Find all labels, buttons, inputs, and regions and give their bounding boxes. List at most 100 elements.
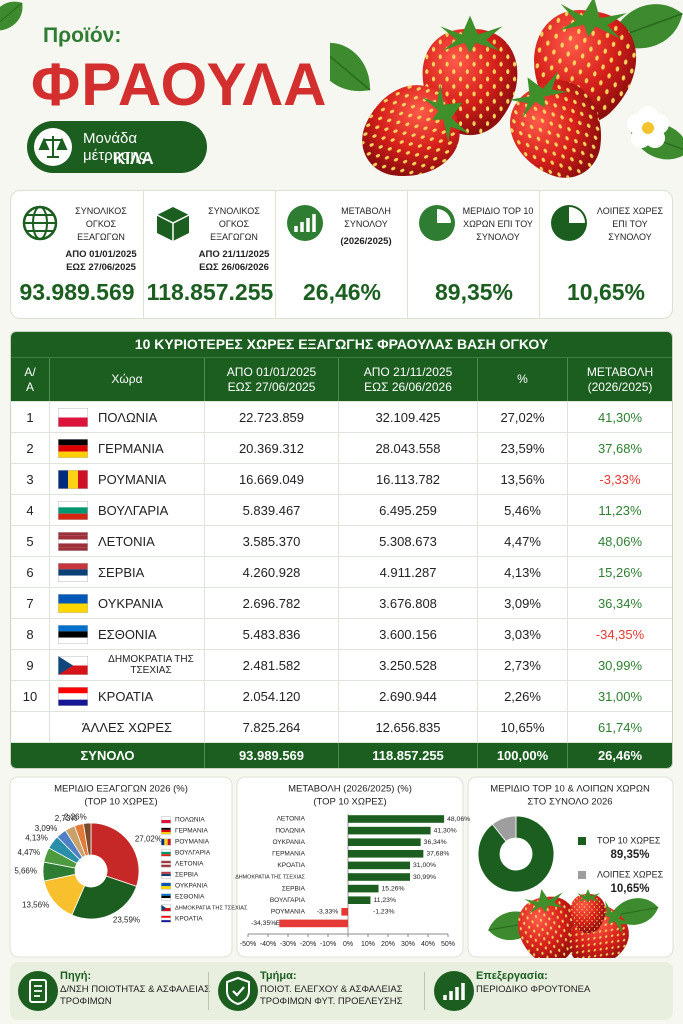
- flag-part: [58, 699, 88, 706]
- country-cell: ΕΣΘΟΝΙΑ: [49, 619, 204, 649]
- flag-part: [161, 864, 171, 867]
- icon-part: [569, 207, 585, 223]
- table-cell: 16.669.049: [204, 464, 338, 494]
- annotation: -1,23%: [373, 909, 395, 916]
- icon-part: [24, 214, 56, 232]
- flag-part: [58, 593, 88, 603]
- legend-value: 89,35%: [610, 849, 649, 861]
- unit-label: Μονάδα μέτρησης:: [83, 130, 151, 164]
- table-cell: 1: [26, 409, 34, 425]
- bar: [348, 838, 421, 846]
- product-title: ΦΡΑΟΥΛΑ: [31, 51, 328, 118]
- table-cell: 5,46%: [477, 495, 567, 525]
- flag-icon: [58, 562, 88, 582]
- table-cell: ΆΛΛΕΣ ΧΩΡΕΣ: [49, 712, 204, 742]
- flag-part: [78, 469, 88, 489]
- hero-image: [330, 0, 683, 188]
- flag-part: [58, 542, 88, 547]
- table-cell: 16.113.782: [338, 464, 477, 494]
- table-cell: 2.690.944: [338, 681, 477, 711]
- flag-part: [161, 908, 171, 912]
- legend-label: ΔΗΜΟΚΡΑΤΙΑ ΤΗΣ ΤΣΕΧΙΑΣ: [175, 905, 248, 911]
- kpi-text: ΛΟΙΠΕΣ ΧΩΡΕΣ ΕΠΙ ΤΟΥ ΣΥΝΟΛΟΥ: [590, 205, 670, 248]
- table-cell: 9: [26, 657, 34, 673]
- data-label: 11,23%: [373, 897, 396, 904]
- flag-icon: [58, 531, 88, 551]
- flag-part: [161, 854, 171, 857]
- flag-icon: [58, 438, 88, 458]
- category-label: ΛΕΤΟΝΙΑ: [277, 816, 306, 823]
- flag-part: [58, 407, 88, 417]
- table-cell: -34,35%: [567, 619, 672, 649]
- total-cell: 93.989.569: [204, 743, 338, 768]
- icon-part: [294, 214, 316, 232]
- kpi-card: ΣΥΝΟΛΙΚΟΣ ΟΓΚΟΣ ΕΞΑΓΩΓΩΝ ΑΠΟ 01/01/2025 ΕΩ…: [11, 191, 143, 318]
- table-cell: 11,23%: [567, 495, 672, 525]
- flag-part: [58, 655, 73, 675]
- table-cell: 15,26%: [567, 557, 672, 587]
- flag-part: [58, 500, 88, 507]
- kpi-text: ΣΥΝΟΛΙΚΟΣ ΟΓΚΟΣ ΕΞΑΓΩΓΩΝ ΑΠΟ 21/11/2025 ΕΩ…: [194, 205, 274, 274]
- flag-part: [68, 469, 78, 489]
- footer-icon: [434, 971, 474, 1011]
- flag-border: [58, 469, 88, 489]
- flag-part: [58, 692, 88, 700]
- flag-part: [58, 444, 88, 452]
- kpi-value: 10,65%: [566, 279, 645, 305]
- data-label: 2,26%: [64, 812, 87, 821]
- flag-border: [58, 438, 88, 458]
- table-cell: 4: [26, 502, 34, 518]
- flag-border: [58, 500, 88, 520]
- table-cell: 6.495.259: [338, 495, 477, 525]
- column-header: Χώρα: [49, 358, 204, 401]
- icon-part: [156, 214, 190, 241]
- bar: [348, 815, 445, 823]
- flag-icon: [161, 893, 171, 901]
- flag-part: [58, 531, 88, 536]
- country-name: ΕΣΘΟΝΙΑ: [98, 626, 157, 642]
- data-label: 36,34%: [424, 839, 447, 846]
- flag-icon: [161, 882, 171, 890]
- table-row: 1 ΠΟΛΩΝΙΑ 22.723.859 32.109.425 27,02% 41,30%: [11, 401, 672, 432]
- category-label: ΣΕΡΒΙΑ: [282, 885, 306, 892]
- kpi-icon: [287, 205, 323, 241]
- legend-label: ΒΟΥΛΓΑΡΙΑ: [175, 850, 211, 857]
- x-tick-label: -30%: [280, 941, 296, 948]
- chart-text: ΣΤΟ ΣΥΝΟΛΟ 2026: [527, 797, 612, 808]
- legend-label: ΣΕΡΒΙΑ: [175, 872, 199, 879]
- flag-icon: [161, 904, 171, 912]
- icon-part: [437, 209, 451, 223]
- flag-part: [161, 832, 171, 835]
- flag-icon: [161, 860, 171, 868]
- footer-block: Τμήμα: ΠΟΙΟΤ. ΕΛΕΓΧΟΥ & ΑΣΦΑΛΕΙΑΣ ΤΡΟΦΙΜΩ…: [208, 962, 424, 1020]
- legend-label: ΓΕΡΜΑΝΙΑ: [175, 828, 209, 835]
- table-cell: 2.481.582: [204, 650, 338, 680]
- kpi-text: ΣΥΝΟΛΙΚΟΣ ΟΓΚΟΣ ΕΞΑΓΩΓΩΝ ΑΠΟ 01/01/2025 ΕΩ…: [61, 205, 141, 274]
- table-cell: 2.054.120: [204, 681, 338, 711]
- flag-part: [58, 655, 88, 665]
- data-label: 23,59%: [113, 915, 140, 924]
- country-table: 10 ΚΥΡΙΟΤΕΡΕΣ ΧΩΡΕΣ ΕΞΑΓΩΓΗΣ ΦΡΑΟΥΛΑΣ ΒΑ…: [10, 331, 673, 769]
- flag-part: [58, 686, 88, 693]
- category-label: ΓΕΡΜΑΝΙΑ: [272, 851, 306, 858]
- kpi-text: ΜΕΡΙΔΙΟ TOP 10 ΧΩΡΩΝ ΕΠΙ ΤΟΥ ΣΥΝΟΛΟΥ: [458, 205, 538, 248]
- kpi-card: ΛΟΙΠΕΣ ΧΩΡΕΣ ΕΠΙ ΤΟΥ ΣΥΝΟΛΟΥ 10,65%: [539, 191, 671, 318]
- flag-part: [161, 851, 171, 855]
- footer-title: Επεξεργασία:: [476, 970, 548, 982]
- table-cell: 20.369.312: [204, 433, 338, 463]
- table-cell: 2: [26, 440, 34, 456]
- kpi-panel: ΣΥΝΟΛΙΚΟΣ ΟΓΚΟΣ ΕΞΑΓΩΓΩΝ ΑΠΟ 01/01/2025 ΕΩ…: [10, 190, 673, 319]
- flag-part: [161, 871, 171, 874]
- flag-part: [167, 838, 171, 846]
- table-cell: 3.600.156: [338, 619, 477, 649]
- table-cell: 4.911.287: [338, 557, 477, 587]
- country-name: ΡΟΥΜΑΝΙΑ: [98, 471, 167, 487]
- data-label: 2,73%: [55, 814, 78, 823]
- flag-icon: [58, 655, 88, 675]
- country-cell: ΣΕΡΒΙΑ: [49, 557, 204, 587]
- flag-part: [58, 469, 68, 489]
- country-cell: ΠΟΛΩΝΙΑ: [49, 402, 204, 432]
- table-cell: 3.585.370: [204, 526, 338, 556]
- flag-border: [58, 407, 88, 427]
- x-tick-label: -20%: [300, 941, 316, 948]
